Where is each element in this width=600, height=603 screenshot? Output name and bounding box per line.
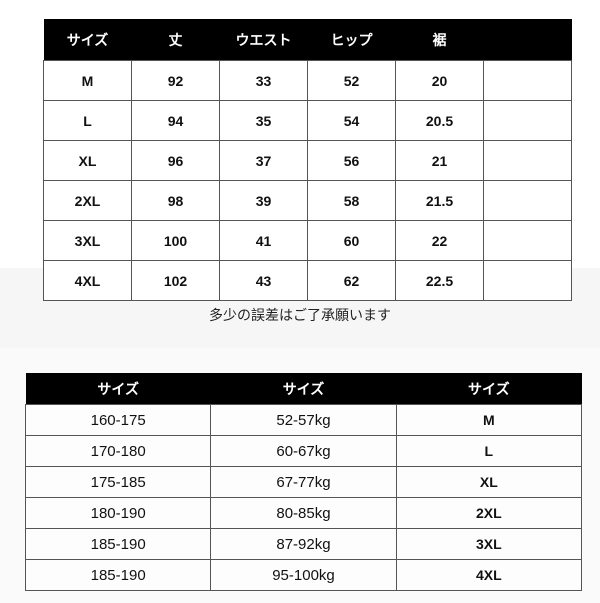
table-row: 180-190 80-85kg 2XL (24, 497, 583, 529)
table-cell: M (43, 60, 132, 101)
table-cell: L (43, 100, 132, 141)
column-header: サイズ (43, 19, 132, 61)
table-row: 3XL 100 41 60 22 (43, 220, 572, 261)
table-cell: XL (395, 466, 583, 498)
table-cell (483, 140, 572, 181)
size-guide-table: サイズ サイズ サイズ 160-175 52-57kg M 170-180 60-67kg L… (24, 373, 583, 591)
table-row: 170-180 60-67kg L (24, 435, 583, 467)
table-cell: 22 (395, 220, 484, 261)
table-cell: M (395, 404, 583, 436)
table-cell: 160-175 (24, 404, 212, 436)
table-cell (483, 100, 572, 141)
column-header: 丈 (131, 19, 220, 61)
table-cell: 67-77kg (210, 466, 397, 498)
table-cell: 60 (307, 220, 396, 261)
table-row: M 92 33 52 20 (43, 60, 572, 101)
table-cell: L (395, 435, 583, 467)
table-cell (483, 220, 572, 261)
table-cell: 35 (219, 100, 308, 141)
column-header (483, 19, 572, 61)
table-cell: 87-92kg (210, 528, 397, 560)
tolerance-note: 多少の誤差はご了承願います (209, 308, 391, 324)
table-cell: 21 (395, 140, 484, 181)
table-row: 4XL 102 43 62 22.5 (43, 260, 572, 301)
table-row: 2XL 98 39 58 21.5 (43, 180, 572, 221)
table-cell: 22.5 (395, 260, 484, 301)
table-cell: 52 (307, 60, 396, 101)
table-cell: 20 (395, 60, 484, 101)
table-row: 185-190 87-92kg 3XL (24, 528, 583, 560)
column-header: ウエスト (219, 19, 308, 61)
table-cell: 37 (219, 140, 308, 181)
table-cell: 58 (307, 180, 396, 221)
column-header: ヒップ (307, 19, 396, 61)
table-cell: 94 (131, 100, 220, 141)
table-row: XL 96 37 56 21 (43, 140, 572, 181)
table-cell (483, 180, 572, 221)
table-cell (483, 260, 572, 301)
table-row: 175-185 67-77kg XL (24, 466, 583, 498)
table-cell: 98 (131, 180, 220, 221)
table-cell: 96 (131, 140, 220, 181)
column-header: サイズ (210, 373, 397, 405)
table-cell: XL (43, 140, 132, 181)
table-cell: 41 (219, 220, 308, 261)
table-cell: 39 (219, 180, 308, 221)
table-cell: 54 (307, 100, 396, 141)
table-cell: 95-100kg (210, 559, 397, 591)
table-cell: 2XL (43, 180, 132, 221)
table-cell: 3XL (43, 220, 132, 261)
table-cell: 3XL (395, 528, 583, 560)
table-cell: 20.5 (395, 100, 484, 141)
table-cell: 100 (131, 220, 220, 261)
table-cell: 56 (307, 140, 396, 181)
table-cell: 43 (219, 260, 308, 301)
table-cell: 185-190 (24, 528, 212, 560)
table-cell: 80-85kg (210, 497, 397, 529)
table-cell: 92 (131, 60, 220, 101)
table-cell: 175-185 (24, 466, 212, 498)
table-cell (483, 60, 572, 101)
table-cell: 4XL (43, 260, 132, 301)
table-cell: 21.5 (395, 180, 484, 221)
table-cell: 102 (131, 260, 220, 301)
table-cell: 52-57kg (210, 404, 397, 436)
column-header: サイズ (25, 373, 211, 405)
table-header: サイズ丈ウエスト ヒップ裾 (43, 19, 572, 61)
table-header: サイズ サイズ サイズ (25, 373, 582, 405)
table-cell: 185-190 (24, 559, 212, 591)
table-cell: 180-190 (24, 497, 212, 529)
column-header: 裾 (395, 19, 484, 61)
table-cell: 170-180 (24, 435, 212, 467)
measurement-table: サイズ丈ウエスト ヒップ裾 M 92 33 52 20 L 94 35 54 20.5 XL 96 37 5… (43, 19, 572, 301)
column-header: サイズ (396, 373, 582, 405)
table-row: 185-190 95-100kg 4XL (24, 559, 583, 591)
table-cell: 60-67kg (210, 435, 397, 467)
table-cell: 33 (219, 60, 308, 101)
table-cell: 4XL (395, 559, 583, 591)
table-cell: 2XL (395, 497, 583, 529)
table-cell: 62 (307, 260, 396, 301)
table-row: L 94 35 54 20.5 (43, 100, 572, 141)
table-row: 160-175 52-57kg M (24, 404, 583, 436)
